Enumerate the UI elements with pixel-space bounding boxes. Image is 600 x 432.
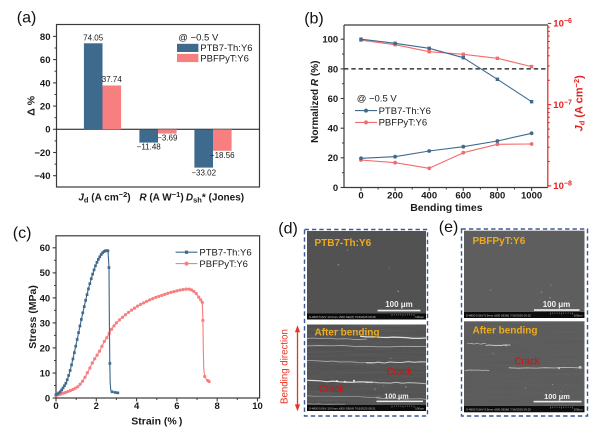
svg-text:PBFPyT:Y6: PBFPyT:Y6 xyxy=(199,259,248,270)
svg-text:2: 2 xyxy=(94,401,99,412)
svg-text:(e): (e) xyxy=(439,219,459,236)
svg-text:Bending times: Bending times xyxy=(410,202,483,214)
svg-text:PBFPyT:Y6: PBFPyT:Y6 xyxy=(379,118,428,129)
svg-text:4: 4 xyxy=(134,401,140,412)
svg-text:S-4800 5.0kV 10.0mm x500 SE(M): S-4800 5.0kV 10.0mm x500 SE(M) 7/16/2025… xyxy=(309,406,376,410)
svg-text:100um: 100um xyxy=(415,315,424,319)
svg-text:After bending: After bending xyxy=(315,328,380,339)
svg-text:0: 0 xyxy=(53,401,58,412)
svg-text:50: 50 xyxy=(40,268,51,279)
svg-text:20: 20 xyxy=(40,343,51,354)
svg-text:6: 6 xyxy=(174,401,179,412)
svg-text:40: 40 xyxy=(40,78,51,89)
svg-text:100um: 100um xyxy=(574,408,583,412)
svg-text:10: 10 xyxy=(252,401,263,412)
svg-text:20: 20 xyxy=(328,153,339,164)
svg-text:60: 60 xyxy=(40,55,51,66)
svg-text:10: 10 xyxy=(40,368,51,379)
svg-text:80: 80 xyxy=(40,32,51,43)
svg-text:PTB7-Th:Y6: PTB7-Th:Y6 xyxy=(200,43,252,54)
svg-text:10−7: 10−7 xyxy=(553,99,572,111)
svg-text:(b): (b) xyxy=(304,11,324,28)
svg-text:(d): (d) xyxy=(278,220,298,237)
svg-text:100 μm: 100 μm xyxy=(385,300,413,309)
svg-text:PBFPyT:Y6: PBFPyT:Y6 xyxy=(473,236,526,247)
svg-text:(c): (c) xyxy=(13,225,32,242)
svg-text:After bending: After bending xyxy=(473,326,538,337)
svg-text:0: 0 xyxy=(333,183,338,194)
svg-text:PBFPyT:Y6: PBFPyT:Y6 xyxy=(200,53,249,64)
svg-text:800: 800 xyxy=(489,191,505,202)
svg-text:Crack: Crack xyxy=(514,357,539,368)
svg-text:60: 60 xyxy=(328,94,339,105)
svg-text:74.05: 74.05 xyxy=(83,33,104,42)
svg-text:−11.48: −11.48 xyxy=(137,142,162,151)
svg-text:Jd (A cm−2): Jd (A cm−2) xyxy=(78,190,130,205)
svg-text:−33.02: −33.02 xyxy=(191,169,216,178)
svg-text:Jd (A cm−2): Jd (A cm−2) xyxy=(572,75,587,132)
svg-text:Strain (% ): Strain (% ) xyxy=(131,415,182,427)
svg-text:100 μm: 100 μm xyxy=(543,300,571,309)
svg-text:PTB7-Th:Y6: PTB7-Th:Y6 xyxy=(199,247,251,258)
svg-text:Δ %: Δ % xyxy=(26,95,38,115)
svg-text:S-4800 5.0kV 9.9mm x500 SE(M): S-4800 5.0kV 9.9mm x500 SE(M) 7/16/2025 … xyxy=(466,408,531,412)
svg-text:100um: 100um xyxy=(574,313,583,317)
svg-text:−40: −40 xyxy=(34,171,50,182)
svg-text:Crack: Crack xyxy=(319,384,344,395)
svg-text:PTB7-Th:Y6: PTB7-Th:Y6 xyxy=(315,238,372,249)
svg-text:60: 60 xyxy=(40,243,51,254)
svg-text:PTB7-Th:Y6: PTB7-Th:Y6 xyxy=(379,106,431,117)
svg-text:1000: 1000 xyxy=(521,191,542,202)
svg-text:(a): (a) xyxy=(17,10,37,27)
svg-text:0: 0 xyxy=(45,125,50,136)
svg-text:0: 0 xyxy=(45,393,50,404)
svg-text:S-4800 5.0kV 10.0mm x500 SE(M): S-4800 5.0kV 10.0mm x500 SE(M) 7/16/2025… xyxy=(309,315,376,319)
svg-text:10−6: 10−6 xyxy=(553,18,572,30)
svg-text:37.74: 37.74 xyxy=(102,75,123,84)
svg-text:S-4800 5.0kV 9.9mm x500 SE(M): S-4800 5.0kV 9.9mm x500 SE(M) 7/16/2025 … xyxy=(466,313,531,317)
svg-text:40: 40 xyxy=(40,293,51,304)
svg-text:40: 40 xyxy=(328,124,339,135)
svg-text:Dsh* (Jones): Dsh* (Jones) xyxy=(186,192,244,204)
svg-text:R (A W−1): R (A W−1) xyxy=(139,190,183,204)
svg-text:Bending direction: Bending direction xyxy=(280,329,291,404)
svg-text:100: 100 xyxy=(322,35,338,46)
svg-text:20: 20 xyxy=(40,102,51,113)
svg-text:@ −0.5 V: @ −0.5 V xyxy=(357,94,398,105)
svg-text:80: 80 xyxy=(328,64,339,75)
svg-text:@ −0.5 V: @ −0.5 V xyxy=(178,32,219,43)
svg-text:Normalized R (%): Normalized R (%) xyxy=(310,61,321,143)
svg-text:−20: −20 xyxy=(34,148,50,159)
svg-text:Stress (MPa): Stress (MPa) xyxy=(27,285,39,349)
svg-text:100 μm: 100 μm xyxy=(544,392,570,401)
svg-text:100um: 100um xyxy=(415,406,424,410)
svg-text:600: 600 xyxy=(455,191,471,202)
svg-text:8: 8 xyxy=(215,401,220,412)
svg-text:0: 0 xyxy=(358,191,363,202)
svg-text:30: 30 xyxy=(40,318,51,329)
svg-text:−3.69: −3.69 xyxy=(157,134,178,143)
svg-text:Crack: Crack xyxy=(387,367,412,378)
svg-text:400: 400 xyxy=(421,191,437,202)
svg-text:10−8: 10−8 xyxy=(553,181,572,193)
svg-text:200: 200 xyxy=(387,191,403,202)
svg-text:100 μm: 100 μm xyxy=(384,393,408,400)
svg-text:−18.56: −18.56 xyxy=(210,151,235,160)
